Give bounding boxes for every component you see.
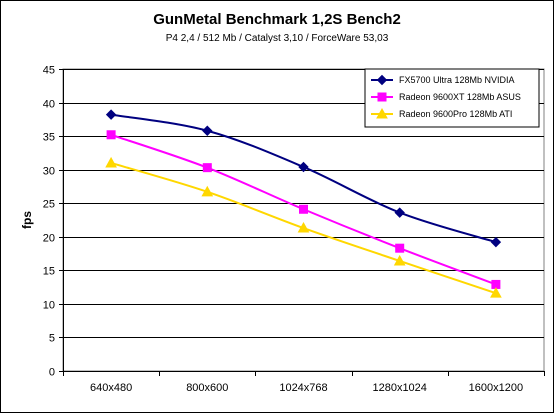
- data-point: [395, 243, 405, 253]
- data-point: [202, 125, 213, 136]
- legend-box: [364, 68, 540, 128]
- y-tick-label: 10: [43, 300, 55, 312]
- legend-entry: Radeon 9600XT 128Mb ASUS: [371, 92, 521, 102]
- data-point: [490, 287, 502, 298]
- data-point: [202, 163, 212, 173]
- y-tick-label: 40: [43, 99, 55, 111]
- data-point: [297, 222, 310, 233]
- data-point: [490, 236, 502, 248]
- data-point: [201, 185, 214, 197]
- x-tick-label: 640x480: [90, 382, 132, 394]
- legend: FX5700 Ultra 128Mb NVIDIA Radeon 9600XT 1…: [364, 68, 540, 128]
- data-point: [299, 204, 308, 214]
- legend-entry: FX5700 Ultra 128Mb NVIDIA: [371, 74, 515, 86]
- legend-marker: [376, 74, 388, 86]
- y-tick-label: 25: [43, 199, 55, 211]
- series-group: [105, 109, 502, 298]
- legend-marker: [376, 107, 388, 119]
- x-tick-label: 1024x768: [279, 382, 327, 394]
- y-tick-label: 0: [49, 367, 55, 379]
- chart-title: GunMetal Benchmark 1,2S Bench2: [153, 11, 401, 28]
- gridlines: [63, 69, 544, 338]
- axes: 0 5 10 15 20 25 30 35 40 45 640x480 800x600 1024x768…: [20, 65, 545, 394]
- series-1: [105, 109, 502, 248]
- legend-label: Radeon 9600XT 128Mb ASUS: [399, 92, 521, 102]
- y-tick-label: 20: [43, 233, 55, 245]
- series-3: [105, 156, 502, 298]
- y-tick-label: 30: [43, 166, 55, 178]
- x-tick-label: 800x600: [186, 382, 228, 394]
- data-point: [394, 207, 405, 218]
- chart-subtitle: P4 2,4 / 512 Mb / Catalyst 3,10 / ForceW…: [165, 33, 389, 44]
- series-2: [106, 130, 501, 289]
- y-tick-label: 35: [43, 132, 55, 144]
- legend-entry: Radeon 9600Pro 128Mb ATI: [371, 107, 512, 119]
- legend-label: FX5700 Ultra 128Mb NVIDIA: [399, 75, 515, 85]
- y-tick-label: 45: [43, 65, 55, 77]
- x-tick-label: 1600x1200: [469, 382, 523, 394]
- y-axis-label: fps: [20, 211, 34, 229]
- legend-marker: [377, 92, 387, 102]
- data-point: [298, 161, 309, 173]
- data-point: [106, 130, 116, 140]
- data-point: [105, 109, 117, 120]
- legend-label: Radeon 9600Pro 128Mb ATI: [399, 109, 512, 119]
- data-point: [393, 254, 406, 266]
- y-tick-label: 5: [49, 333, 55, 345]
- y-tick-label: 15: [43, 266, 55, 278]
- x-tick-label: 1280x1024: [372, 382, 426, 394]
- data-point: [105, 156, 117, 168]
